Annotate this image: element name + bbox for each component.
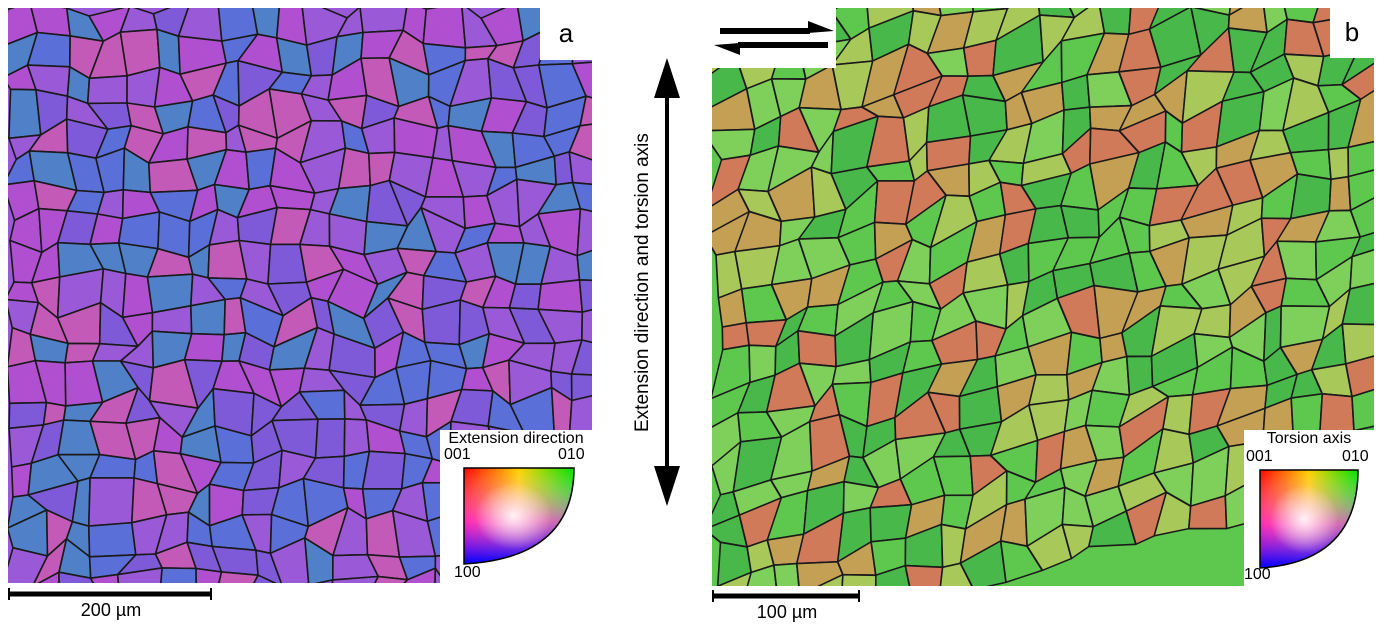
scale-bar-a-label: 200 µm <box>80 600 142 620</box>
ipf-color-key-b: Torsion axis 001 010 100 <box>1244 430 1374 586</box>
grain <box>255 549 283 583</box>
grain-map-a <box>8 8 592 583</box>
grain <box>581 309 592 344</box>
ipf-color-key-a: Extension direction 001 010 100 <box>440 430 592 583</box>
grain <box>1351 228 1374 258</box>
grain <box>8 546 49 583</box>
grain <box>331 575 380 583</box>
grain <box>568 151 592 186</box>
grain <box>190 298 226 336</box>
grain <box>1349 194 1374 238</box>
panel-label-b: b <box>1330 8 1374 58</box>
grain <box>1341 53 1374 101</box>
grain <box>1341 39 1374 86</box>
grain <box>568 123 592 161</box>
grain <box>86 75 128 105</box>
grain <box>1341 323 1374 365</box>
grain <box>576 208 592 257</box>
ebsd-map-a <box>8 8 592 583</box>
grain <box>58 571 95 583</box>
key-title-a: Extension direction <box>448 430 584 447</box>
grain <box>1328 175 1352 212</box>
grain <box>571 181 592 213</box>
ipf-triangle-a <box>463 467 575 565</box>
key-title-b: Torsion axis <box>1266 430 1352 447</box>
grain <box>579 95 592 127</box>
panel-label-a: a <box>540 8 592 60</box>
key-b-100: 100 <box>1244 566 1271 583</box>
key-a-001: 001 <box>444 446 471 463</box>
grain-map-b <box>712 8 1374 586</box>
grain <box>359 8 408 34</box>
ipf-triangle-b <box>1259 469 1359 569</box>
grain <box>374 575 409 583</box>
grain <box>571 61 592 99</box>
grain <box>578 279 592 313</box>
grain <box>253 574 277 583</box>
ebsd-map-b <box>712 8 1374 586</box>
grain <box>508 283 542 311</box>
grain <box>218 571 259 583</box>
grain <box>1148 8 1202 30</box>
key-b-010: 010 <box>1342 448 1369 465</box>
grain <box>839 573 877 586</box>
grain <box>716 571 753 586</box>
grain <box>88 476 135 527</box>
key-b-001: 001 <box>1246 448 1273 465</box>
grain <box>773 562 801 586</box>
grain <box>160 567 197 583</box>
key-a-100: 100 <box>454 564 481 581</box>
grain <box>314 418 346 459</box>
scale-bar-b-label: 100 µm <box>756 602 818 622</box>
grain <box>343 418 371 458</box>
grain <box>1344 352 1374 398</box>
grain <box>537 279 584 313</box>
grain <box>1349 246 1374 290</box>
grain <box>576 249 592 282</box>
grain <box>403 567 437 583</box>
key-a-010: 010 <box>558 446 585 463</box>
axis-label: Extension direction and torsion axis <box>632 132 653 432</box>
grain <box>195 567 223 583</box>
grain <box>89 573 120 583</box>
grain <box>568 395 592 437</box>
shear-sense-icon <box>712 8 836 68</box>
grain <box>361 450 406 490</box>
grain <box>1351 384 1374 432</box>
grain <box>422 8 467 49</box>
grain <box>269 537 310 583</box>
grain <box>37 571 60 583</box>
grain <box>799 573 844 586</box>
grain <box>1327 146 1350 181</box>
grain <box>570 373 592 402</box>
scale-bar-a <box>8 586 214 607</box>
grain <box>1347 165 1374 212</box>
grain <box>1347 138 1374 178</box>
grain <box>183 332 225 363</box>
grain <box>88 521 137 558</box>
grain <box>116 567 163 583</box>
grain <box>1347 86 1374 149</box>
grain <box>315 579 334 583</box>
grain <box>1341 278 1374 326</box>
grain <box>904 564 944 586</box>
grain <box>875 564 912 586</box>
grain <box>570 339 592 376</box>
double-headed-vertical-arrow-icon <box>654 58 680 511</box>
grain <box>742 564 780 586</box>
scale-bar-b <box>712 588 862 609</box>
